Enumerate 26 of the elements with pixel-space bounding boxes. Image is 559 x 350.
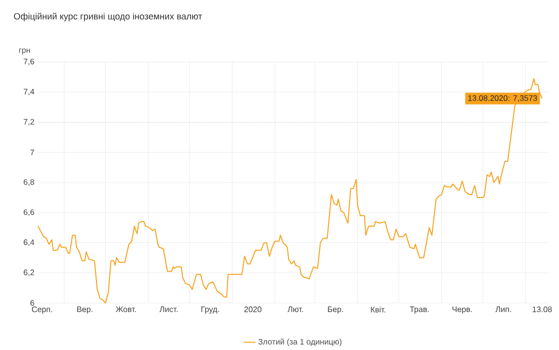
x-tick-label: Лют. xyxy=(288,306,303,312)
x-tick-label: Серп. xyxy=(32,306,52,314)
x-tick-label: 2020 xyxy=(244,306,262,312)
chart-title: Офіційний курс гривні щодо іноземних валют xyxy=(14,12,202,22)
x-tick-label: Квіт. xyxy=(371,306,386,312)
y-tick-label: 6,2 xyxy=(24,270,34,276)
y-tick-label: 7,4 xyxy=(24,88,34,96)
annotation: 13.08.2020: 7,3573 xyxy=(468,95,538,102)
x-tick-label: Черв. xyxy=(452,306,472,314)
y-tick-label: 6 xyxy=(30,300,34,306)
x-tick-label: Жовт. xyxy=(116,306,136,312)
x-tick-label: Лист. xyxy=(160,306,178,312)
legend-label: Злотий (за 1 одиницю) xyxy=(258,338,342,346)
x-tick-label: Лип. xyxy=(495,306,511,312)
y-tick-label: 7,6 xyxy=(24,58,34,66)
y-tick-label: 6,8 xyxy=(24,179,34,186)
x-tick-label: Трав. xyxy=(410,306,429,314)
x-tick-label: 13.08 xyxy=(532,306,552,312)
x-tick-label: Бер. xyxy=(328,306,343,314)
y-tick-label: 7,2 xyxy=(24,118,34,126)
x-tick-label: Вер. xyxy=(77,306,92,314)
y-tick-label: 7 xyxy=(30,150,34,156)
y-tick-label: 6,4 xyxy=(24,239,34,246)
y-axis-title: грн xyxy=(19,48,30,54)
x-tick-label: Груд. xyxy=(201,306,219,314)
y-tick-label: 6,6 xyxy=(24,209,34,216)
